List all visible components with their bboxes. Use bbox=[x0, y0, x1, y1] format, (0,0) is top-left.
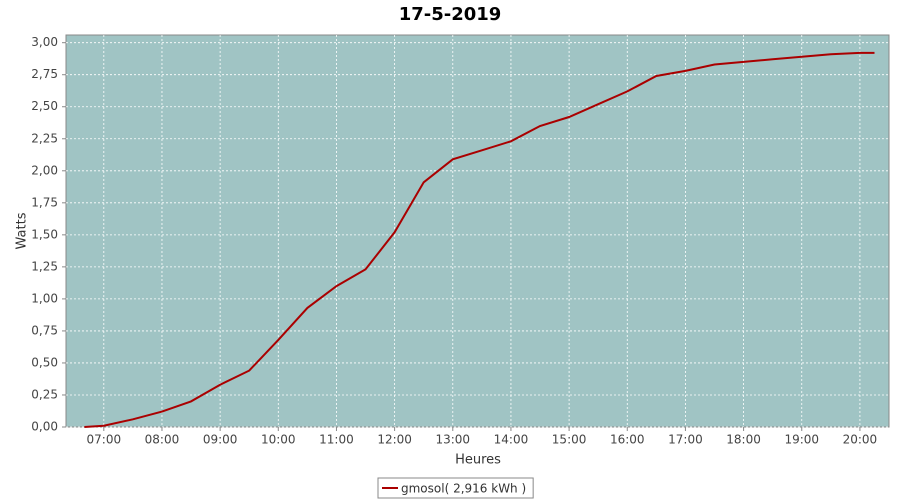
y-tick-label: 1,50 bbox=[31, 227, 58, 241]
x-tick-label: 15:00 bbox=[552, 433, 587, 447]
plot-area bbox=[65, 34, 890, 428]
x-tick-label: 18:00 bbox=[726, 433, 761, 447]
x-tick-label: 14:00 bbox=[494, 433, 529, 447]
x-tick-label: 12:00 bbox=[377, 433, 412, 447]
legend-box bbox=[377, 477, 534, 499]
x-tick-label: 13:00 bbox=[435, 433, 470, 447]
x-tick-label: 16:00 bbox=[610, 433, 645, 447]
x-axis-label: Heures bbox=[455, 453, 501, 468]
y-axis-label: Watts bbox=[15, 212, 30, 249]
series-line bbox=[84, 51, 875, 428]
x-tick-label: 08:00 bbox=[145, 433, 180, 447]
legend-label: gmosol( 2,916 kWh ) bbox=[401, 482, 526, 496]
y-tick-label: 1,25 bbox=[31, 259, 58, 273]
x-tick-label: 20:00 bbox=[843, 433, 878, 447]
x-tick-label: 19:00 bbox=[784, 433, 819, 447]
x-tick-label: 07:00 bbox=[87, 433, 122, 447]
x-tick-label: 09:00 bbox=[203, 433, 238, 447]
x-tick-label: 11:00 bbox=[319, 433, 354, 447]
y-tick-label: 0,00 bbox=[31, 420, 58, 434]
y-tick-label: 2,50 bbox=[31, 99, 58, 113]
y-tick-label: 2,75 bbox=[31, 67, 58, 81]
y-tick-label: 2,25 bbox=[31, 131, 58, 145]
x-tick-label: 10:00 bbox=[261, 433, 296, 447]
y-tick-label: 0,75 bbox=[31, 323, 58, 337]
y-tick-label: 1,75 bbox=[31, 195, 58, 209]
y-tick-label: 3,00 bbox=[31, 35, 58, 49]
x-tick-label: 17:00 bbox=[668, 433, 703, 447]
y-tick-label: 1,00 bbox=[31, 291, 58, 305]
y-tick-label: 2,00 bbox=[31, 163, 58, 177]
y-tick-label: 0,25 bbox=[31, 387, 58, 401]
y-tick-label: 0,50 bbox=[31, 355, 58, 369]
chart-title: 17-5-2019 bbox=[399, 4, 502, 25]
